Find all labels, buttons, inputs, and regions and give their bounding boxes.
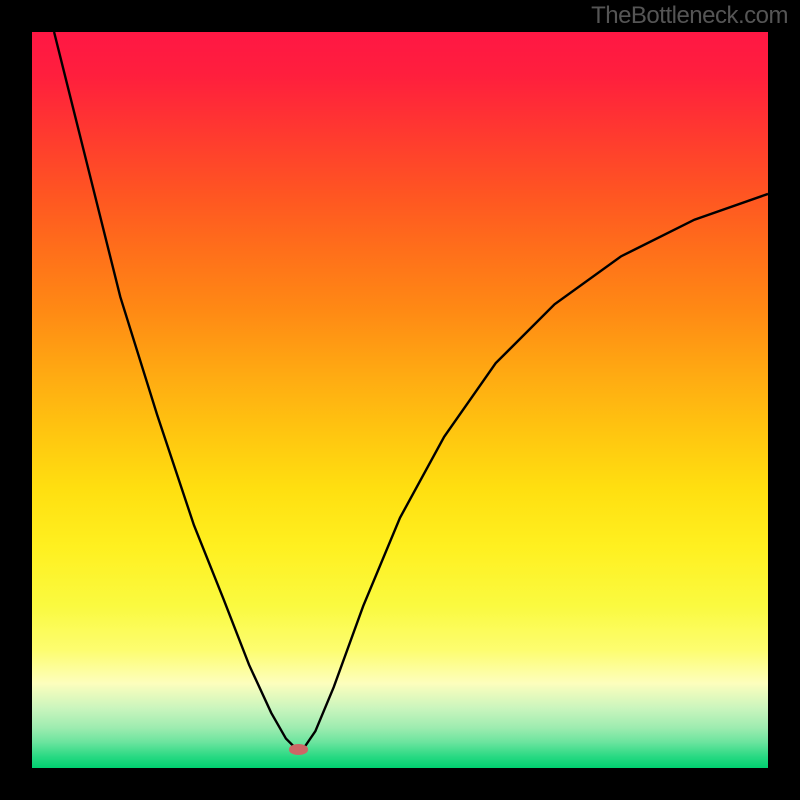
optimum-marker — [289, 744, 308, 754]
chart-container: TheBottleneck.com — [0, 0, 800, 800]
bottleneck-curve — [32, 32, 768, 768]
plot-area — [32, 32, 768, 768]
curve-path — [54, 32, 768, 750]
watermark-text: TheBottleneck.com — [591, 2, 788, 30]
